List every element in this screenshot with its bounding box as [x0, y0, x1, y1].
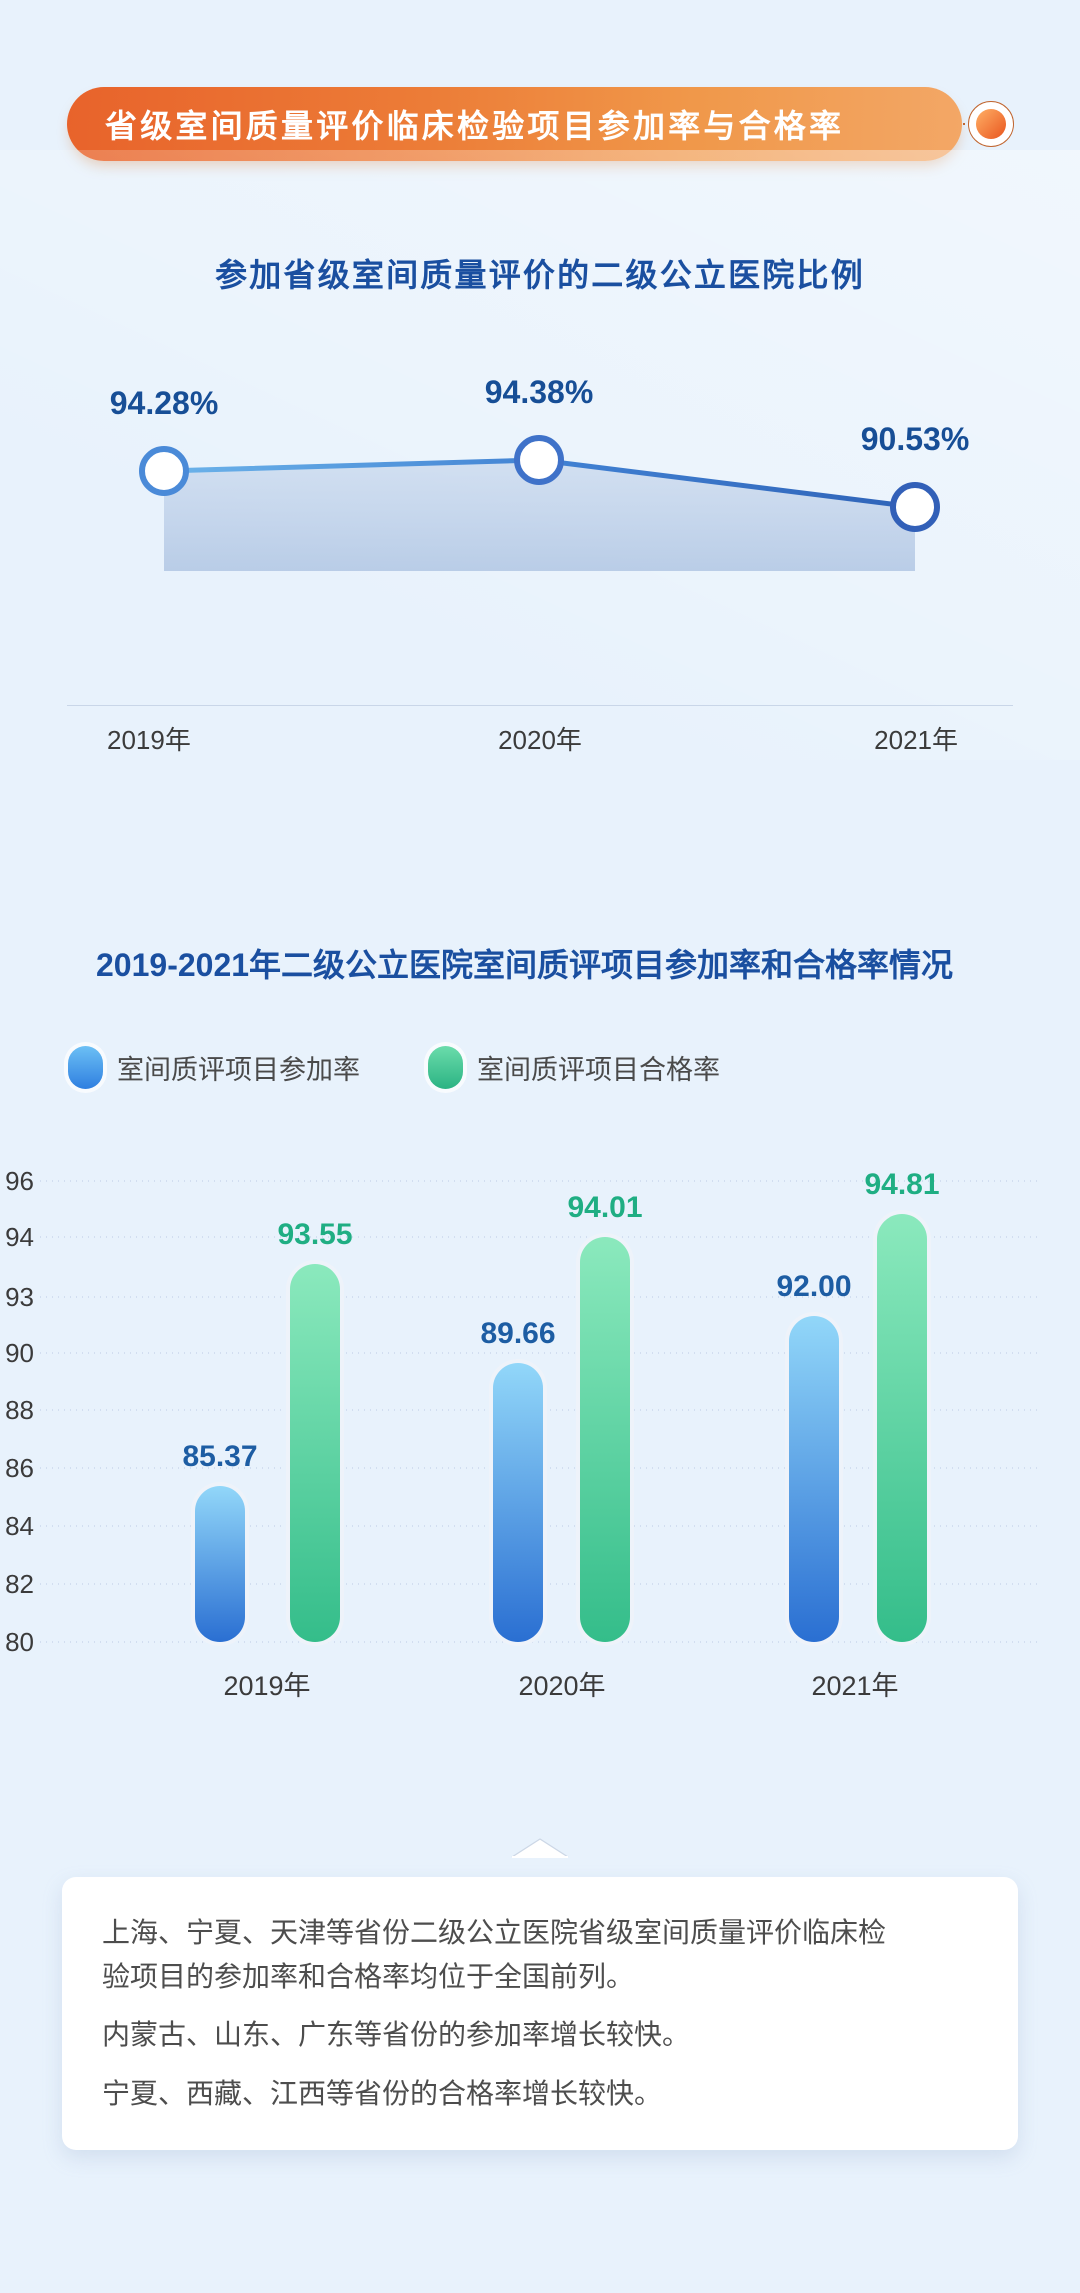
svg-text:2019年: 2019年 — [223, 1671, 310, 1701]
svg-text:90: 90 — [5, 1338, 34, 1368]
svg-text:2020年: 2020年 — [518, 1671, 605, 1701]
svg-text:84: 84 — [5, 1511, 34, 1541]
svg-text:94.38%: 94.38% — [485, 374, 594, 410]
svg-text:86: 86 — [5, 1453, 34, 1483]
svg-text:89.66: 89.66 — [480, 1317, 555, 1350]
svg-text:2021年: 2021年 — [811, 1671, 898, 1701]
svg-text:90.53%: 90.53% — [861, 421, 970, 457]
svg-text:82: 82 — [5, 1569, 34, 1599]
svg-text:93: 93 — [5, 1282, 34, 1312]
svg-text:93.55: 93.55 — [277, 1218, 352, 1251]
svg-text:94.81: 94.81 — [864, 1168, 939, 1201]
svg-text:94.01: 94.01 — [567, 1191, 642, 1224]
svg-text:92.00: 92.00 — [776, 1270, 851, 1303]
svg-text:80: 80 — [5, 1627, 34, 1657]
svg-text:85.37: 85.37 — [182, 1440, 257, 1473]
svg-text:94: 94 — [5, 1222, 34, 1252]
svg-text:94.28%: 94.28% — [110, 385, 219, 421]
svg-text:88: 88 — [5, 1395, 34, 1425]
svg-text:96: 96 — [5, 1166, 34, 1196]
